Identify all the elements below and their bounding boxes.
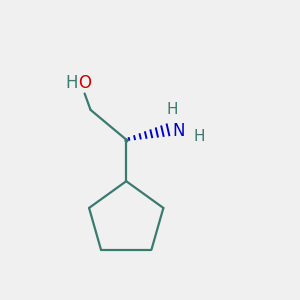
Text: N: N bbox=[172, 122, 184, 140]
Text: H: H bbox=[65, 74, 77, 92]
Text: H: H bbox=[167, 102, 178, 117]
Text: H: H bbox=[193, 129, 205, 144]
Text: O: O bbox=[78, 74, 91, 92]
